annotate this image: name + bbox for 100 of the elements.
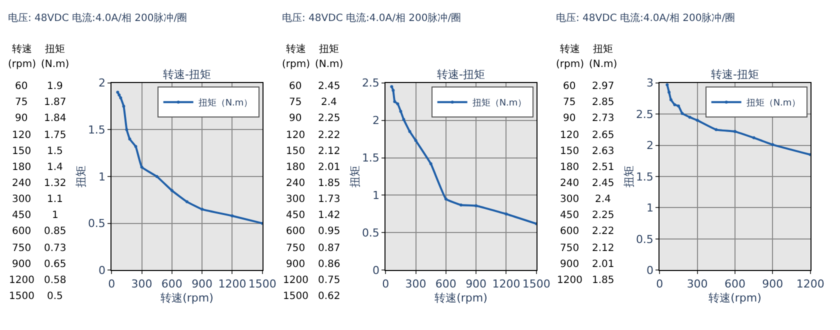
- text: (rpm): [8, 59, 36, 70]
- line-series: [666, 83, 810, 156]
- text: (rpm): [282, 59, 310, 70]
- x-tick-label: 900: [466, 277, 487, 290]
- x-tick-label: 0: [382, 277, 390, 290]
- x-axis-title: 转速(rpm): [708, 292, 762, 305]
- y-tick-label: 0.5: [636, 232, 654, 246]
- text: 1500: [9, 291, 34, 302]
- x-tick-label: 600: [724, 277, 746, 290]
- y-tick-label: 0.5: [88, 217, 106, 230]
- text: 2.25: [318, 113, 340, 124]
- x-tick-label: 300: [686, 277, 708, 290]
- text: 60: [289, 81, 302, 92]
- text: 1.85: [592, 275, 614, 286]
- point: [444, 197, 448, 200]
- text: (rpm): [556, 59, 584, 70]
- point: [390, 85, 394, 88]
- text: 60: [563, 81, 576, 92]
- text: (N.m): [41, 59, 70, 70]
- chart-title: 转速-扭矩: [437, 68, 485, 81]
- line-series: [390, 85, 536, 226]
- text: 1.84: [44, 113, 66, 124]
- point: [714, 128, 718, 132]
- point: [408, 130, 412, 134]
- text: 120: [12, 130, 32, 141]
- y-axis-title: 扭矩: [74, 166, 88, 188]
- point: [666, 83, 669, 86]
- text: 2.65: [592, 130, 614, 141]
- text: 2.51: [592, 162, 614, 173]
- point: [392, 88, 395, 92]
- text: 1.4: [47, 162, 63, 173]
- x-axis-title: 转速(rpm): [434, 292, 488, 305]
- chart-subtitle: 电压: 48VDC 电流:4.0A/相 200脉冲/圈: [282, 12, 462, 24]
- text: 1.73: [318, 194, 340, 205]
- point: [119, 96, 122, 100]
- text: 0.65: [44, 259, 66, 270]
- text: 1.9: [47, 81, 63, 92]
- text: 750: [560, 243, 580, 254]
- point: [474, 204, 478, 208]
- point: [771, 143, 774, 146]
- y-tick-label: 1.5: [362, 152, 380, 165]
- text: 750: [12, 243, 32, 254]
- text: 2.01: [592, 259, 614, 270]
- text: 0.87: [318, 243, 340, 254]
- x-tick-label: 1200: [796, 277, 824, 290]
- y-axis-title: 扭矩: [348, 166, 362, 188]
- chart-subtitle: 电压: 48VDC 电流:4.0A/相 200脉冲/圈: [8, 12, 188, 24]
- text: 2.12: [318, 146, 340, 157]
- x-tick-label: 1500: [248, 277, 276, 290]
- text: 90: [289, 113, 302, 124]
- text: 0.5: [47, 291, 63, 302]
- text: 600: [12, 226, 32, 237]
- text: 240: [12, 178, 32, 189]
- text: 1.85: [318, 178, 340, 189]
- text: 扭矩: [593, 43, 613, 55]
- x-tick-label: 600: [435, 277, 456, 290]
- line-series: [116, 90, 262, 225]
- y-tick-label: 1.5: [636, 170, 654, 184]
- legend-label: 扭矩（N.m）: [198, 98, 253, 109]
- point: [140, 166, 144, 169]
- point: [155, 175, 158, 178]
- x-tick-label: 1200: [218, 277, 246, 290]
- text: 1.75: [44, 130, 66, 141]
- text: 2.12: [592, 243, 614, 254]
- text: 300: [560, 194, 580, 205]
- text: 900: [12, 259, 32, 270]
- text: 转速: [560, 43, 580, 55]
- x-tick-label: 300: [405, 277, 426, 290]
- point: [688, 116, 692, 119]
- point: [668, 90, 671, 94]
- text: 150: [286, 146, 306, 157]
- text: 0.86: [318, 259, 340, 270]
- text: 90: [563, 113, 576, 124]
- point: [122, 104, 126, 108]
- text: 1: [52, 210, 58, 221]
- point: [680, 112, 684, 115]
- text: 450: [12, 210, 32, 221]
- text: 180: [286, 162, 306, 173]
- y-tick-label: 3: [646, 76, 654, 90]
- text: 150: [12, 146, 32, 157]
- text: 0.62: [318, 291, 340, 302]
- point: [399, 110, 402, 113]
- text: 转速: [12, 43, 32, 55]
- text: 0.85: [44, 226, 66, 237]
- text: 300: [286, 194, 306, 205]
- text: 2.25: [592, 210, 614, 221]
- text: 150: [560, 146, 580, 157]
- chart-title: 转速-扭矩: [163, 68, 211, 81]
- text: 180: [560, 162, 580, 173]
- x-tick-label: 900: [762, 277, 784, 290]
- y-axis-title: 扭矩: [622, 166, 636, 188]
- text: 75: [289, 97, 302, 108]
- point: [116, 90, 120, 94]
- point: [752, 136, 756, 140]
- text: 180: [12, 162, 32, 173]
- x-tick-label: 1500: [522, 277, 550, 290]
- x-tick-label: 1200: [492, 277, 520, 290]
- text: 300: [12, 194, 32, 205]
- x-tick-label: 600: [161, 277, 182, 290]
- point: [414, 139, 418, 142]
